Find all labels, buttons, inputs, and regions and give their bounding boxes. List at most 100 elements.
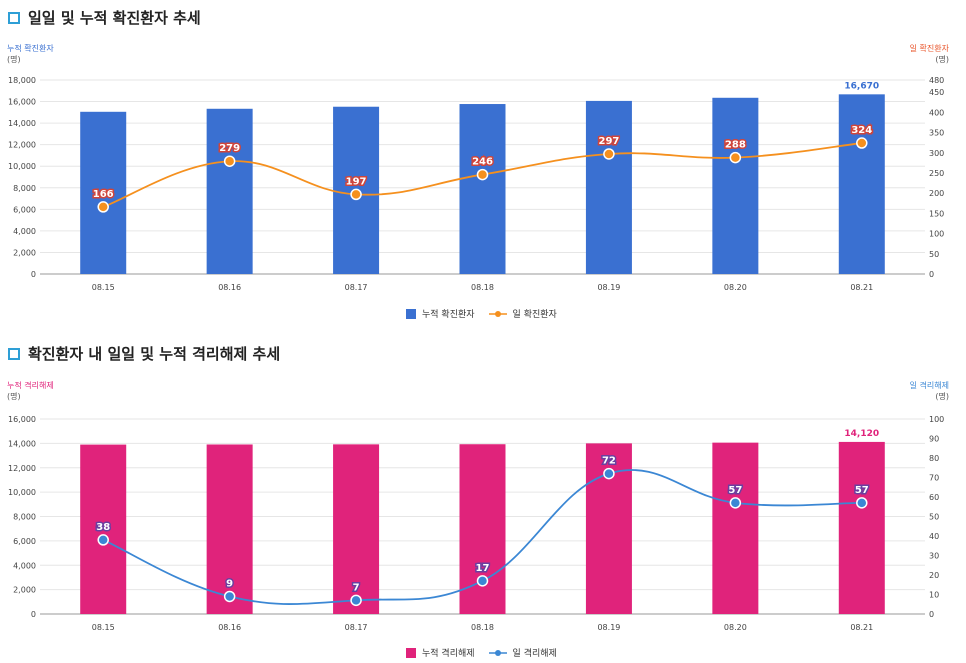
line-point (350, 594, 362, 607)
right-tick-label: 300 (929, 149, 944, 158)
line-data-label: 57 (728, 485, 742, 496)
line-data-label: 324 (851, 125, 872, 136)
bar (712, 97, 759, 275)
left-tick-label: 0 (31, 610, 36, 619)
chart1-left-axis-title: 누적 확진환자 (7, 44, 54, 53)
left-tick-label: 10,000 (8, 488, 36, 497)
line-point (603, 467, 615, 480)
x-tick-label: 08.21 (850, 283, 873, 292)
line-data-label: 279 (219, 143, 240, 154)
chart1-plot: 0 2,000 4,000 6,000 8,000 10,000 12,000 14,000 1… (8, 76, 944, 292)
left-tick-label: 6,000 (13, 205, 36, 214)
legend-line-swatch (488, 649, 507, 656)
line-point (856, 497, 868, 509)
right-tick-label: 480 (929, 76, 944, 85)
line-point (350, 188, 362, 201)
right-tick-label: 450 (929, 88, 944, 97)
line-point (856, 137, 868, 149)
x-tick-label: 08.17 (345, 623, 368, 632)
left-tick-label: 14,000 (8, 439, 36, 448)
left-tick-label: 6,000 (13, 537, 36, 546)
line-point (476, 575, 489, 587)
line-data-label: 246 (472, 157, 493, 168)
left-tick-label: 18,000 (8, 76, 36, 85)
right-tick-label: 250 (929, 169, 944, 178)
chart1-legend-line: 일 확진환자 (512, 310, 557, 320)
x-tick-label: 08.16 (218, 623, 241, 632)
line-data-label: 57 (855, 485, 869, 496)
bar-data-label: 14,120 (844, 429, 879, 439)
square-bullet-icon (8, 347, 20, 360)
bar (838, 94, 885, 274)
chart1-right-axis-unit: (명) (935, 55, 949, 64)
x-tick-label: 08.20 (724, 283, 747, 292)
line-point (223, 590, 236, 603)
right-tick-label: 100 (929, 230, 944, 239)
left-tick-label: 16,000 (8, 98, 36, 107)
bar (206, 108, 253, 274)
bar (333, 444, 380, 614)
right-tick-label: 100 (929, 415, 944, 424)
chart1-left-axis-label: 누적 확진환자 (명) (7, 43, 54, 65)
left-tick-label: 4,000 (13, 561, 36, 570)
legend-line-swatch (488, 310, 507, 317)
line-point (223, 155, 236, 167)
chart1-left-axis-unit: (명) (7, 55, 21, 64)
x-tick-label: 08.15 (92, 283, 115, 292)
right-tick-label: 0 (929, 610, 934, 619)
x-tick-label: 08.15 (92, 623, 115, 632)
left-tick-label: 4,000 (13, 227, 36, 236)
x-tick-label: 08.19 (597, 283, 620, 292)
legend-bar-swatch (406, 308, 416, 319)
chart2-title-text: 확진환자 내 일일 및 누적 격리해제 추세 (28, 345, 281, 363)
line-point (97, 201, 109, 213)
bar (712, 442, 759, 614)
right-tick-label: 200 (929, 189, 944, 198)
bar (80, 444, 127, 614)
left-tick-label: 2,000 (13, 248, 36, 257)
chart1-right-axis-label: 일 확진환자 (명) (910, 43, 949, 65)
left-tick-label: 10,000 (8, 162, 36, 171)
line-data-label: 297 (598, 136, 619, 147)
x-tick-label: 08.21 (850, 623, 873, 632)
left-tick-label: 8,000 (13, 513, 36, 522)
line-point (729, 151, 742, 164)
line-data-label: 9 (226, 578, 233, 589)
x-tick-label: 08.17 (345, 283, 368, 292)
chart2-title: 확진환자 내 일일 및 누적 격리해제 추세 (8, 343, 280, 364)
chart1-title: 일일 및 누적 확진환자 추세 (8, 7, 201, 28)
x-tick-label: 08.18 (471, 283, 494, 292)
line-point (476, 168, 489, 181)
x-tick-label: 08.16 (218, 283, 241, 292)
bar (459, 104, 506, 274)
right-tick-label: 350 (929, 129, 944, 138)
chart1-title-text: 일일 및 누적 확진환자 추세 (28, 9, 201, 27)
line-data-label: 17 (476, 563, 490, 574)
line-data-label: 197 (346, 176, 367, 187)
left-tick-label: 16,000 (8, 415, 36, 424)
line-point (729, 497, 742, 509)
chart1-legend-bar: 누적 확진환자 (422, 310, 475, 320)
right-tick-label: 30 (929, 552, 939, 561)
right-tick-label: 150 (929, 209, 944, 218)
chart2-left-axis-unit: (명) (7, 392, 21, 401)
legend-bar-swatch (406, 647, 416, 658)
left-tick-label: 12,000 (8, 141, 36, 150)
line-data-label: 166 (93, 189, 114, 200)
chart1-right-axis-title: 일 확진환자 (909, 44, 949, 53)
chart2-legend: 누적 격리해제 일 격리해제 (406, 646, 557, 659)
x-tick-label: 08.18 (471, 623, 494, 632)
chart2-right-axis-title: 일 격리해제 (909, 381, 949, 390)
bar (80, 111, 127, 275)
chart2-right-axis-unit: (명) (935, 392, 949, 401)
line-data-label: 38 (96, 522, 110, 533)
right-tick-label: 10 (929, 591, 939, 600)
right-tick-label: 400 (929, 108, 944, 117)
chart2-legend-bar: 누적 격리해제 (422, 649, 475, 659)
bar (206, 444, 253, 614)
right-tick-label: 40 (929, 532, 939, 541)
chart2-legend-line: 일 격리해제 (512, 649, 557, 659)
line-data-label: 72 (602, 456, 616, 467)
chart2-right-axis-label: 일 격리해제 (명) (910, 380, 949, 402)
